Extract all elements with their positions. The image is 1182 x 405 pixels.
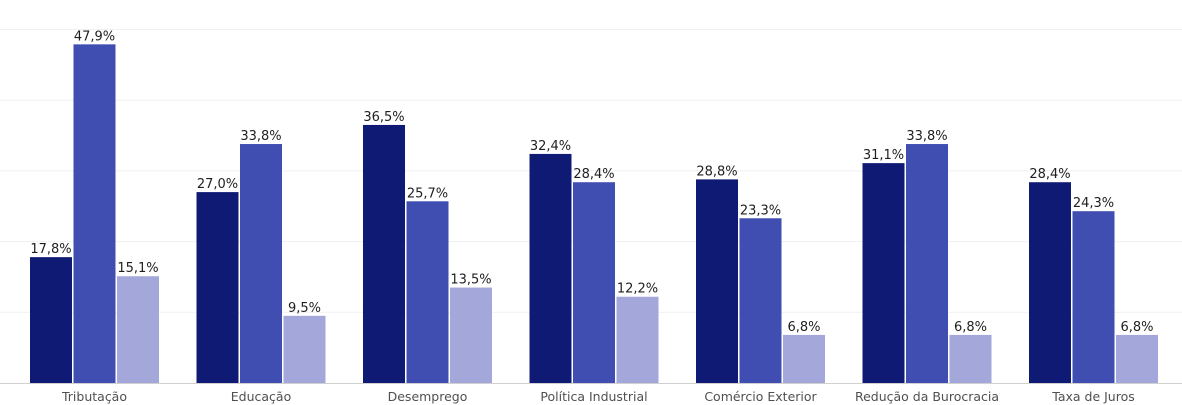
bars-group xyxy=(30,44,1158,384)
value-label-3-3: 13,5% xyxy=(450,273,491,288)
bar-3-2[interactable] xyxy=(283,315,326,383)
value-label-3-2: 9,5% xyxy=(288,301,321,316)
value-labels-group: 17,8% 47,9% 15,1% 27,0% 33,8% 9,5% 36,5% 25,7% 1… xyxy=(30,29,1153,335)
value-label-2-1: 47,9% xyxy=(74,29,115,44)
bar-1-6[interactable] xyxy=(862,163,905,383)
category-label-5: Comércio Exterior xyxy=(704,389,817,404)
category-label-7: Taxa de Juros xyxy=(1051,389,1135,404)
bar-1-2[interactable] xyxy=(196,192,239,383)
bar-2-3[interactable] xyxy=(406,201,449,383)
bar-3-5[interactable] xyxy=(783,334,825,383)
value-label-3-6: 6,8% xyxy=(954,320,987,335)
value-label-1-4: 32,4% xyxy=(530,139,571,154)
bar-3-4[interactable] xyxy=(616,296,659,383)
value-label-3-4: 12,2% xyxy=(617,282,658,297)
category-labels-group: Tributação Educação Desemprego Política Ind… xyxy=(61,389,1135,404)
bar-1-3[interactable] xyxy=(363,124,405,383)
value-label-1-7: 28,4% xyxy=(1029,167,1070,182)
value-label-1-6: 31,1% xyxy=(863,148,904,163)
value-label-1-3: 36,5% xyxy=(363,110,404,125)
bar-2-5[interactable] xyxy=(739,218,782,383)
bar-1-5[interactable] xyxy=(696,179,738,383)
bar-3-3[interactable] xyxy=(450,287,492,383)
bar-3-1[interactable] xyxy=(117,276,159,383)
value-label-3-7: 6,8% xyxy=(1120,320,1153,335)
category-label-2: Educação xyxy=(231,389,291,404)
value-label-1-2: 27,0% xyxy=(197,177,238,192)
category-label-4: Política Industrial xyxy=(540,389,647,404)
value-label-2-6: 33,8% xyxy=(906,129,947,144)
value-label-2-7: 24,3% xyxy=(1073,196,1114,211)
bar-2-4[interactable] xyxy=(573,182,615,383)
bar-1-4[interactable] xyxy=(529,153,572,383)
bar-2-6[interactable] xyxy=(906,144,948,383)
bar-3-7[interactable] xyxy=(1116,334,1158,383)
value-label-2-4: 28,4% xyxy=(573,167,614,182)
value-label-1-1: 17,8% xyxy=(30,242,71,257)
bar-3-6[interactable] xyxy=(949,334,992,383)
value-label-3-5: 6,8% xyxy=(787,320,820,335)
bar-1-7[interactable] xyxy=(1029,182,1071,383)
bar-2-1[interactable] xyxy=(73,44,116,384)
value-label-1-5: 28,8% xyxy=(696,164,737,179)
value-label-3-1: 15,1% xyxy=(117,261,158,276)
value-label-2-3: 25,7% xyxy=(407,186,448,201)
bar-1-1[interactable] xyxy=(30,257,72,383)
bar-2-2[interactable] xyxy=(240,144,282,383)
value-label-2-5: 23,3% xyxy=(740,203,781,218)
category-label-6: Redução da Burocracia xyxy=(855,389,999,404)
value-label-2-2: 33,8% xyxy=(240,129,281,144)
category-label-1: Tributação xyxy=(61,389,127,404)
bar-2-7[interactable] xyxy=(1072,211,1115,383)
category-label-3: Desemprego xyxy=(388,389,468,404)
